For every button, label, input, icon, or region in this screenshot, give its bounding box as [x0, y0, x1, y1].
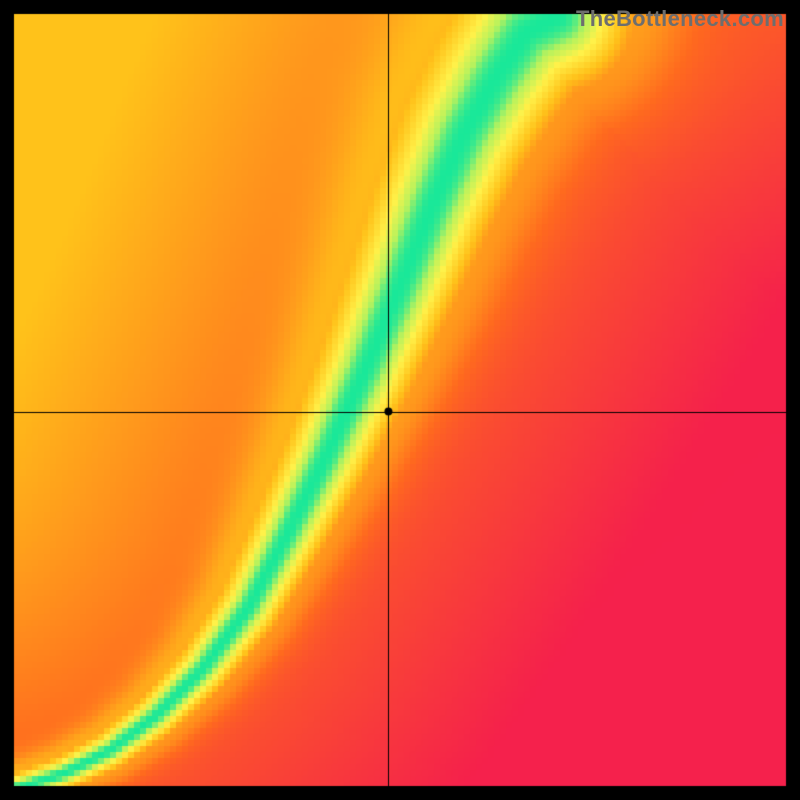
- bottleneck-heatmap: [0, 0, 800, 800]
- watermark-text: TheBottleneck.com: [576, 6, 784, 32]
